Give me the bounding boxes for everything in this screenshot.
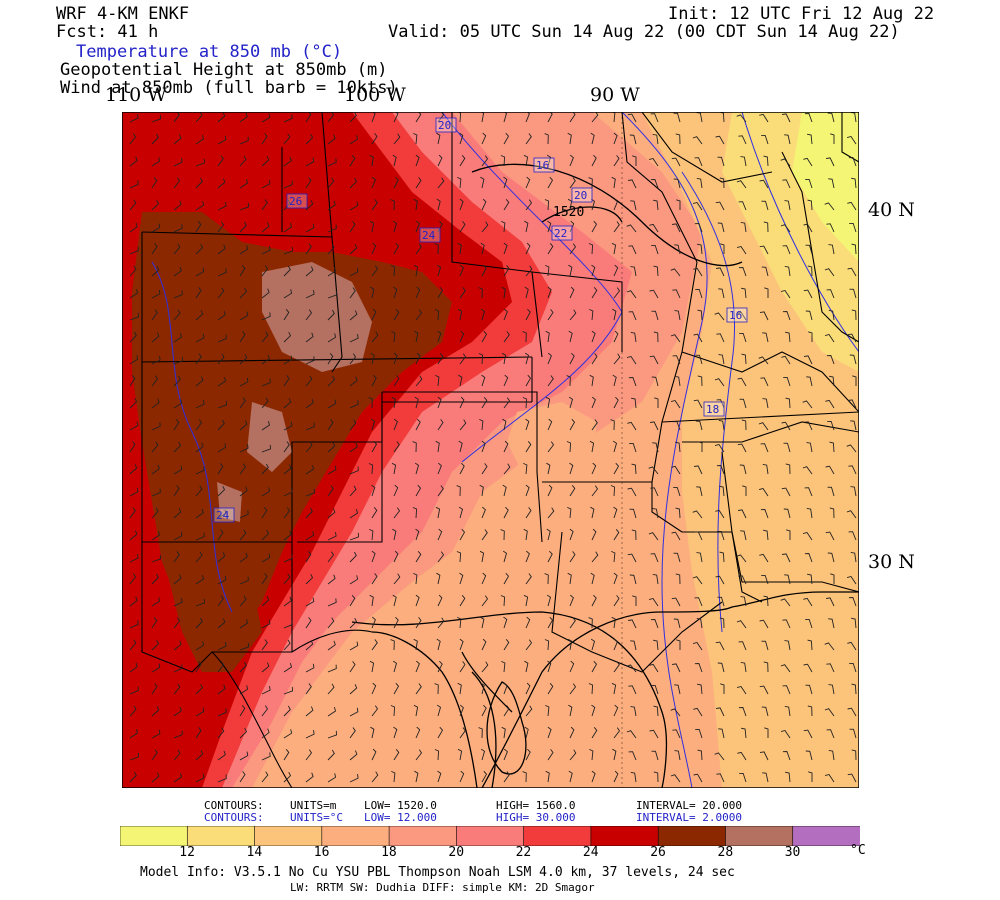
temperature-map: 20 16 20 22 26 24 16 18 24 1520 <box>122 112 859 788</box>
init-time: Init: 12 UTC Fri 12 Aug 22 <box>668 4 935 24</box>
height-interval: INTERVAL= 20.000 <box>636 799 742 812</box>
colorbar-tick: 26 <box>650 845 666 860</box>
height-label-1520: 1520 <box>553 205 584 220</box>
wind-barbs <box>129 112 857 783</box>
temp-label-22: 22 <box>554 227 567 240</box>
colorbar-swatch <box>657 826 727 846</box>
temp-band-28-30-south <box>162 542 262 672</box>
colorbar-tick: 28 <box>717 845 734 860</box>
lat-label-30n: 30 N <box>868 551 915 573</box>
temp-label-16-east: 16 <box>729 309 742 322</box>
colorbar-tick: 18 <box>381 845 397 860</box>
temp-band-30-plus <box>262 262 372 372</box>
temperature-colorbar <box>120 826 860 846</box>
temp-label-26: 26 <box>289 195 302 208</box>
colorbar-swatch <box>523 826 592 846</box>
colorbar-tick: 22 <box>515 845 532 860</box>
lon-label-100w: 100 W <box>344 84 406 106</box>
colorbar-tick: 20 <box>448 845 465 860</box>
temp-high: HIGH= 30.000 <box>496 811 576 824</box>
temp-label-24-sw: 24 <box>216 509 230 522</box>
temp-label-20-iowa: 20 <box>574 189 587 202</box>
temp-contours-label: CONTOURS: <box>204 811 264 824</box>
colorbar-swatch <box>725 826 794 846</box>
colorbar-tick: 12 <box>179 845 195 860</box>
colorbar-unit: °C <box>850 843 866 858</box>
colorbar-swatch <box>186 826 256 846</box>
height-contours-label: CONTOURS: <box>204 799 264 812</box>
colorbar-swatch <box>590 826 659 846</box>
colorbar-tick: 24 <box>582 845 599 860</box>
height-low: LOW= 1520.0 <box>364 799 437 812</box>
field-wind-title: Wind at 850mb (full barb = 10kts) <box>60 78 398 98</box>
temp-label-20-north: 20 <box>438 119 451 132</box>
valid-time: Valid: 05 UTC Sun 14 Aug 22 (00 CDT Sun … <box>388 22 900 42</box>
temp-low: LOW= 12.000 <box>364 811 437 824</box>
colorbar-tick: 16 <box>313 845 330 860</box>
temp-interval: INTERVAL= 2.0000 <box>636 811 742 824</box>
forecast-hour: Fcst: 41 h <box>56 22 159 42</box>
field-height-title: Geopotential Height at 850mb (m) <box>60 60 388 80</box>
wind-barb-grid <box>129 112 857 783</box>
colorbar-tick-labels: 12 14 16 18 20 22 24 26 28 30 °C <box>120 843 880 862</box>
colorbar-swatch <box>456 826 525 846</box>
colorbar-swatch <box>792 826 860 846</box>
height-high: HIGH= 1560.0 <box>496 799 576 812</box>
temp-units: UNITS=°C <box>290 811 343 824</box>
field-temperature-title: Temperature at 850 mb (°C) <box>76 42 343 62</box>
colorbar-swatch <box>388 826 458 846</box>
colorbar-tick: 14 <box>246 845 263 860</box>
colorbar-swatch <box>120 826 189 846</box>
height-units: UNITS=m <box>290 799 337 812</box>
colorbar-tick: 30 <box>784 845 801 860</box>
temp-label-16-north: 16 <box>536 159 549 172</box>
physics-info: LW: RRTM SW: Dudhia DIFF: simple KM: 2D … <box>290 881 595 894</box>
colorbar-swatch <box>254 826 323 846</box>
temp-label-18: 18 <box>706 403 719 416</box>
temp-label-24-kansas: 24 <box>422 229 436 242</box>
colorbar-swatch <box>321 826 390 846</box>
model-name: WRF 4-KM ENKF <box>56 4 190 24</box>
model-info: Model Info: V3.5.1 No Cu YSU PBL Thompso… <box>140 865 735 880</box>
lon-label-110w: 110 W <box>105 84 167 106</box>
lat-label-40n: 40 N <box>868 199 915 221</box>
lon-label-90w: 90 W <box>590 84 640 106</box>
